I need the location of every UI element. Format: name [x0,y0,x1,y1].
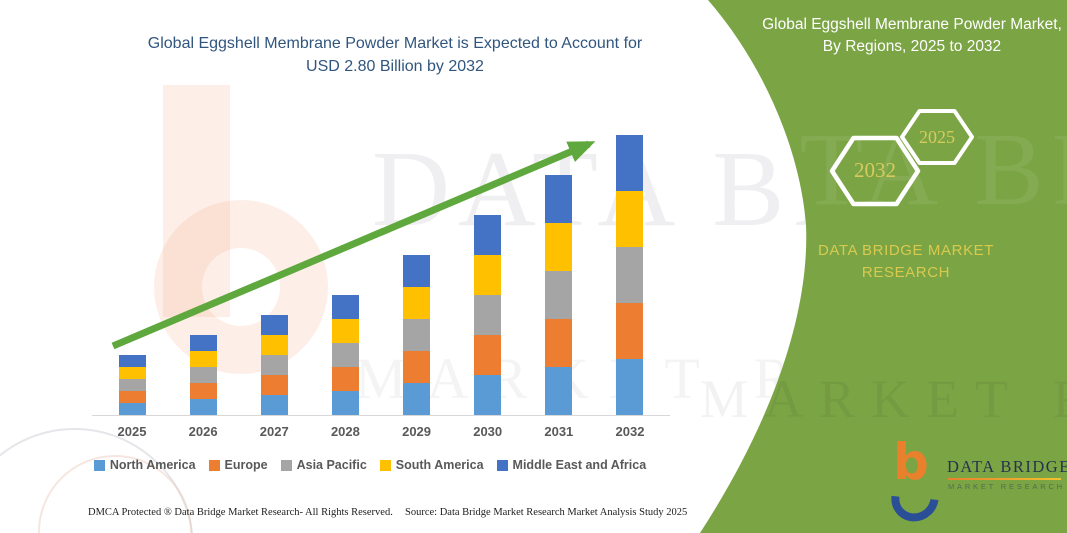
bar-segment-asia-pacific-2029 [403,319,431,351]
page-title-line2: USD 2.80 Billion by 2032 [306,58,484,76]
x-axis-label-2028: 2028 [330,424,360,439]
bar-segment-south-america-2028 [331,319,359,343]
legend-item-asia-pacific: Asia Pacific [280,458,367,472]
bar-segment-middle-east-and-africa-2027 [260,315,288,335]
legend-marker-icon [379,459,391,471]
bar-segment-asia-pacific-2030 [474,295,502,335]
bar-segment-middle-east-and-africa-2026 [189,335,217,351]
x-axis-labels: 2025 2026 2027 2028 2029 2030 2031 2032 [95,424,670,444]
green-panel-shape [700,0,1067,533]
bar-segment-north-america-2028 [331,391,359,415]
bar-segment-north-america-2026 [189,399,217,415]
legend-label: Asia Pacific [296,458,367,472]
logo-name: DATA BRIDGE [947,457,1067,476]
bar-segment-middle-east-and-africa-2032 [616,135,644,191]
bar-segment-south-america-2030 [474,255,502,295]
legend-item-europe: Europe [208,458,268,472]
x-axis-label-2030: 2030 [473,424,503,439]
logo-underline [948,478,1061,480]
logo-b-icon: b [893,433,929,491]
bar-segment-europe-2030 [474,335,502,375]
page-title-line1: Global Eggshell Membrane Powder Market i… [147,35,643,52]
hexagon-year-2032: 2032 [854,158,896,182]
bar-segment-asia-pacific-2027 [260,355,288,375]
legend-marker-icon [280,459,292,471]
data-bridge-logo: b DATA BRIDGE MARKET RESEARCH [881,437,1067,531]
bar-segment-north-america-2029 [403,383,431,415]
legend-marker-icon [93,459,105,471]
logo-subtitle: MARKET RESEARCH [948,482,1065,491]
bar-segment-asia-pacific-2031 [545,271,573,319]
x-axis-label-2025: 2025 [117,424,147,439]
bar-segment-south-america-2029 [403,287,431,319]
brand-text: DATA BRIDGE MARKET RESEARCH [817,242,995,281]
bar-segment-asia-pacific-2025 [118,379,146,391]
bar-segment-south-america-2026 [189,351,217,367]
legend-item-north-america: North America [93,458,196,472]
legend-label: Middle East and Africa [512,458,647,472]
x-axis-label-2027: 2027 [259,424,289,439]
bar-segment-europe-2027 [260,375,288,395]
dmca-notice: DMCA Protected ® Data Bridge Market Rese… [88,507,393,518]
bar-segment-europe-2026 [189,383,217,399]
legend-label: Europe [224,458,268,472]
bar-segment-europe-2029 [403,351,431,383]
x-axis-label-2026: 2026 [188,424,218,439]
bar-segment-middle-east-and-africa-2031 [545,175,573,223]
bar-segment-middle-east-and-africa-2030 [474,215,502,255]
bar-segment-south-america-2027 [260,335,288,355]
bar-segment-europe-2028 [331,367,359,391]
bar-segment-asia-pacific-2028 [331,343,359,367]
bar-segment-europe-2031 [545,319,573,367]
legend-marker-icon [496,459,508,471]
legend-item-middle-east-and-africa: Middle East and Africa [496,458,647,472]
source-note: Source: Data Bridge Market Research Mark… [405,507,688,518]
x-axis-label-2029: 2029 [402,424,432,439]
bar-segment-south-america-2031 [545,223,573,271]
page-title: Global Eggshell Membrane Powder Market i… [55,32,735,78]
hexagon-year-2025: 2025 [919,127,955,147]
legend-marker-icon [208,459,220,471]
bar-segment-north-america-2032 [616,359,644,415]
bar-segment-europe-2025 [118,391,146,403]
bar-segment-asia-pacific-2032 [616,247,644,303]
bar-segment-north-america-2030 [474,375,502,415]
legend-label: North America [109,458,196,472]
panel-title: Global Eggshell Membrane Powder Market, … [762,16,1062,55]
chart-legend: North America Europe Asia Pacific South Ame… [40,458,700,472]
legend-label: South America [395,458,484,472]
hexagon-2025-icon [900,109,974,165]
legend-item-south-america: South America [379,458,484,472]
bar-segment-middle-east-and-africa-2028 [331,295,359,319]
x-axis-label-2032: 2032 [615,424,645,439]
x-axis-line [92,415,670,416]
bar-segment-asia-pacific-2026 [189,367,217,383]
bar-segment-south-america-2025 [118,367,146,379]
x-axis-label-2031: 2031 [544,424,574,439]
plot-area [95,120,670,415]
bar-segment-south-america-2032 [616,191,644,247]
bar-segment-middle-east-and-africa-2029 [403,255,431,287]
bar-segment-europe-2032 [616,303,644,359]
hexagon-2032-icon [829,135,921,207]
bar-segment-north-america-2025 [118,403,146,415]
bar-segment-north-america-2027 [260,395,288,415]
bar-segment-north-america-2031 [545,367,573,415]
bar-segment-middle-east-and-africa-2025 [118,355,146,367]
